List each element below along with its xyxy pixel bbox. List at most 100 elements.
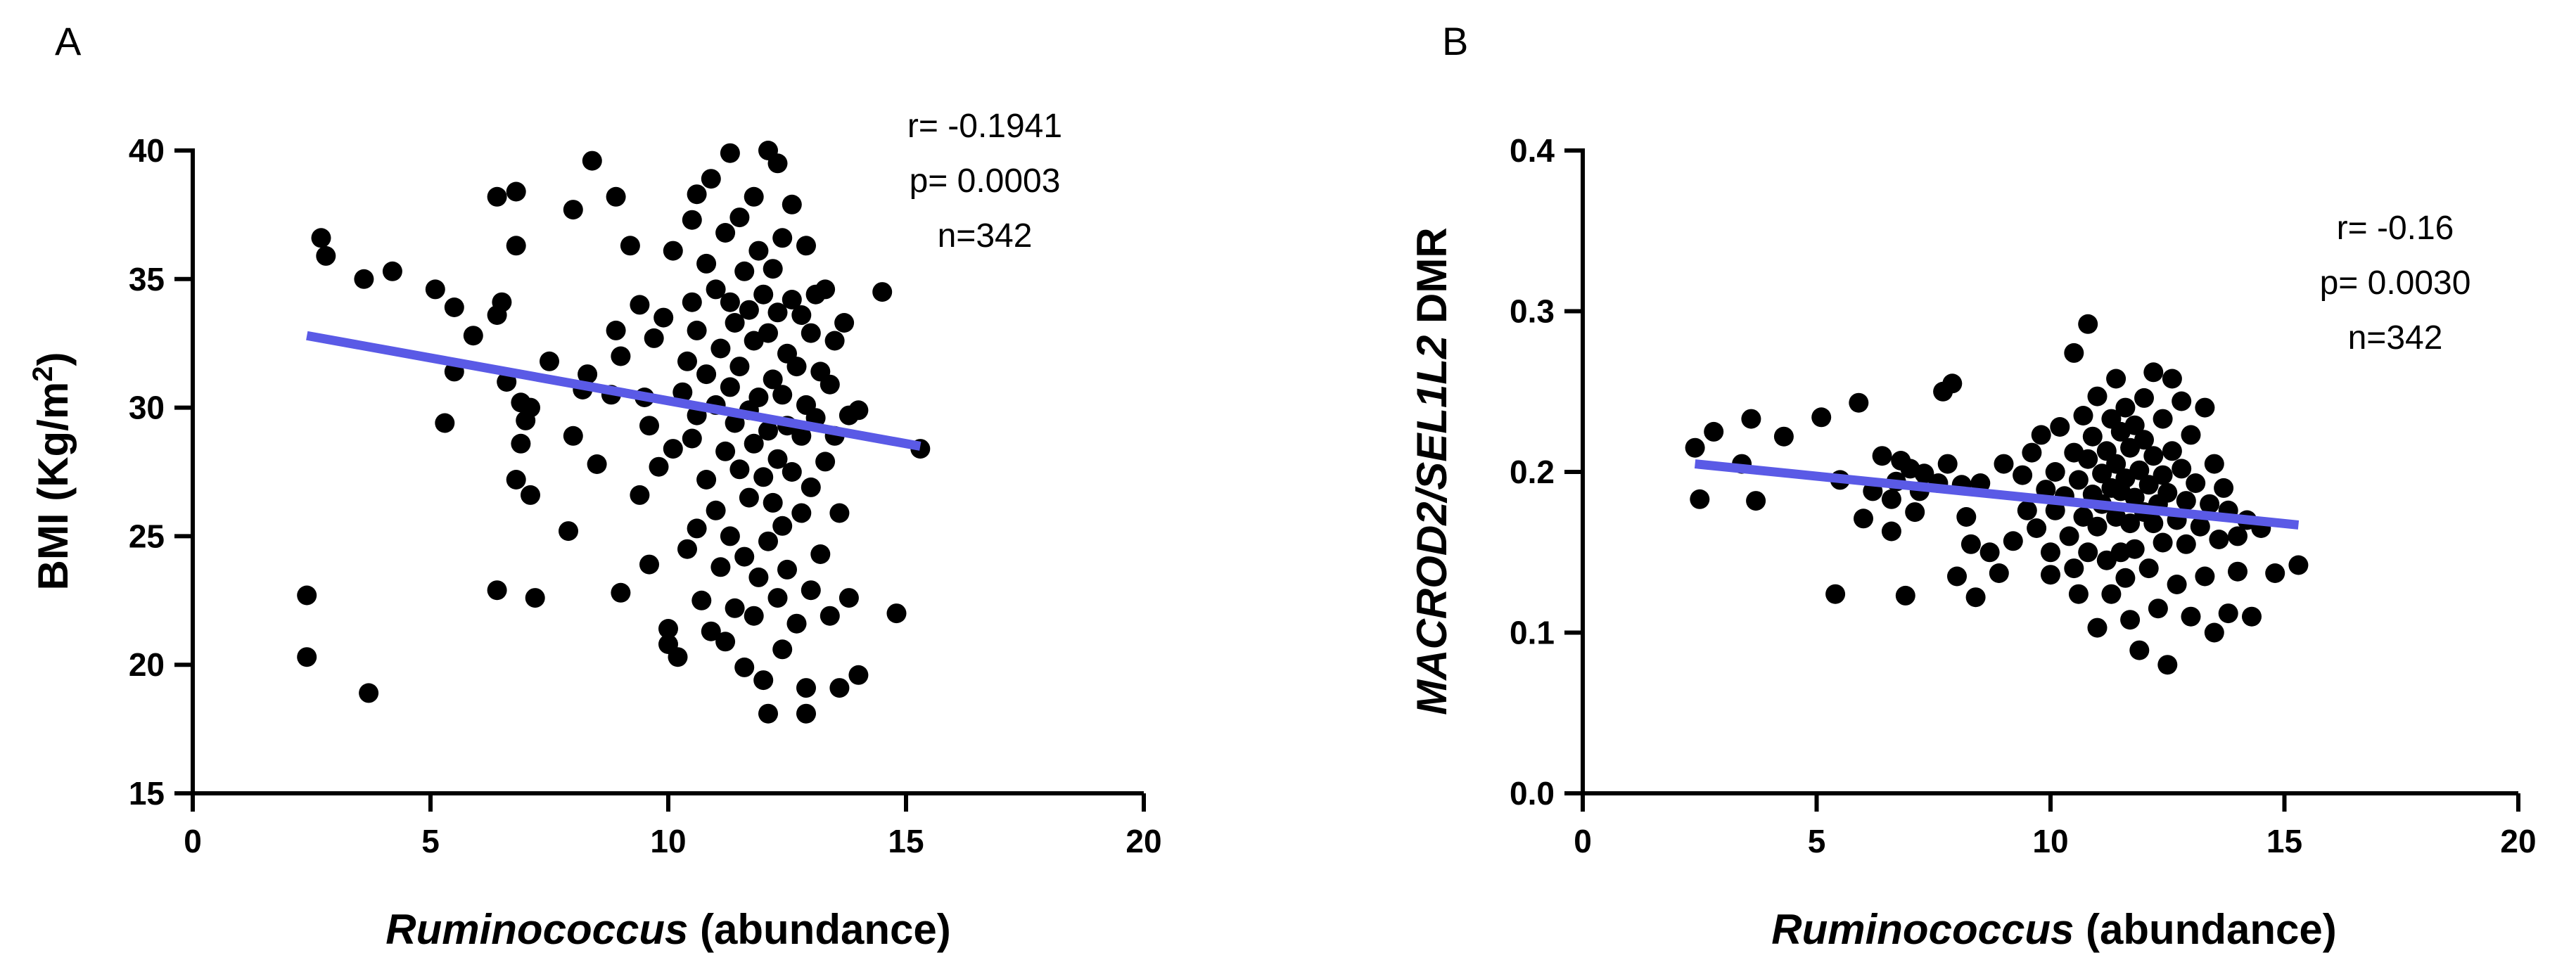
data-point (786, 613, 807, 634)
data-point (696, 470, 717, 490)
data-point (611, 346, 631, 366)
data-point (734, 261, 755, 281)
data-point (753, 284, 774, 305)
plot-a-ticks: 0 5 10 15 20 15 20 25 30 35 40 (129, 132, 1162, 859)
data-point (2138, 475, 2159, 495)
data-point (354, 269, 374, 289)
data-point (2288, 555, 2309, 575)
data-point (359, 683, 379, 703)
data-point (487, 580, 507, 601)
data-point (767, 153, 788, 174)
data-point (2195, 397, 2215, 418)
data-point (2172, 391, 2192, 411)
data-point (791, 503, 812, 523)
data-point (511, 433, 531, 454)
plot-a-stat-n: n=342 (938, 217, 1033, 255)
data-point (2050, 417, 2070, 437)
data-point (682, 292, 702, 312)
data-point (2228, 526, 2247, 546)
data-point (2092, 463, 2112, 484)
data-point (2087, 618, 2108, 638)
data-point (525, 588, 545, 608)
data-point (729, 357, 750, 377)
y-tick-label: 30 (129, 390, 165, 426)
y-tick-label: 15 (129, 775, 165, 812)
data-point (2078, 449, 2098, 469)
data-point (316, 245, 336, 266)
y-tick-label: 40 (129, 132, 165, 169)
data-point (639, 554, 659, 575)
data-point (848, 400, 869, 421)
data-point (2143, 513, 2164, 534)
data-point (1956, 507, 1977, 527)
data-point (487, 186, 507, 207)
data-point (492, 292, 512, 312)
plot-b-x-title-italic: Ruminococcus (1771, 906, 2074, 953)
plot-a-x-title-rest: (abundance) (688, 906, 950, 953)
data-point (696, 253, 717, 274)
data-point (2082, 426, 2103, 447)
data-point (1773, 426, 1794, 447)
plot-b-area (1685, 314, 2309, 675)
data-point (2143, 362, 2164, 383)
data-point (696, 364, 717, 385)
data-point (763, 259, 783, 279)
data-point (578, 364, 598, 385)
data-point (672, 382, 693, 402)
data-point (796, 236, 816, 256)
x-tick-label: 10 (650, 823, 686, 859)
plot-a-stat-r: r= -0.1941 (907, 108, 1062, 145)
data-point (772, 385, 793, 405)
x-tick-label: 0 (184, 823, 202, 859)
data-point (653, 307, 674, 328)
data-point (734, 657, 755, 677)
data-point (2120, 610, 2141, 630)
data-point (1994, 454, 2014, 474)
data-point (2022, 442, 2042, 463)
data-point (734, 546, 755, 567)
plot-b-stat-r: r= -0.16 (2337, 210, 2454, 247)
data-point (649, 456, 669, 477)
data-point (1905, 502, 1925, 523)
data-point (2041, 565, 2060, 585)
data-point (297, 647, 317, 667)
x-tick-label: 5 (421, 823, 440, 859)
data-point (1849, 392, 1869, 413)
data-point (677, 539, 697, 559)
data-point (2214, 478, 2234, 498)
plot-a-y-title: BMI (Kg/m2) (27, 352, 77, 591)
data-point (801, 323, 821, 343)
data-point (2181, 425, 2201, 445)
y-tick-label: 0.0 (1510, 775, 1555, 812)
data-point (2195, 566, 2215, 587)
data-point (2176, 534, 2196, 554)
data-point (1895, 585, 1915, 606)
data-point (824, 331, 845, 351)
data-point (782, 194, 802, 215)
data-point (2129, 460, 2150, 480)
data-point (839, 588, 859, 608)
data-point (763, 492, 783, 513)
data-point (1854, 508, 1873, 529)
data-point (715, 441, 736, 461)
data-point (2003, 531, 2023, 551)
data-point (744, 606, 764, 626)
panel-b-label: B (1442, 19, 1468, 63)
data-point (701, 169, 721, 189)
data-point (677, 351, 697, 371)
data-point (2068, 470, 2089, 490)
data-point (559, 521, 578, 542)
data-point (786, 357, 807, 377)
data-point (2176, 491, 2196, 511)
data-point (782, 462, 802, 482)
data-point (886, 603, 907, 624)
data-point (744, 433, 764, 454)
data-point (2134, 430, 2154, 450)
data-point (687, 518, 707, 539)
data-point (1942, 373, 1963, 394)
data-point (2148, 599, 2168, 619)
data-point (1947, 566, 1967, 587)
data-point (2167, 575, 2187, 594)
y-tick-label: 0.1 (1510, 615, 1555, 651)
